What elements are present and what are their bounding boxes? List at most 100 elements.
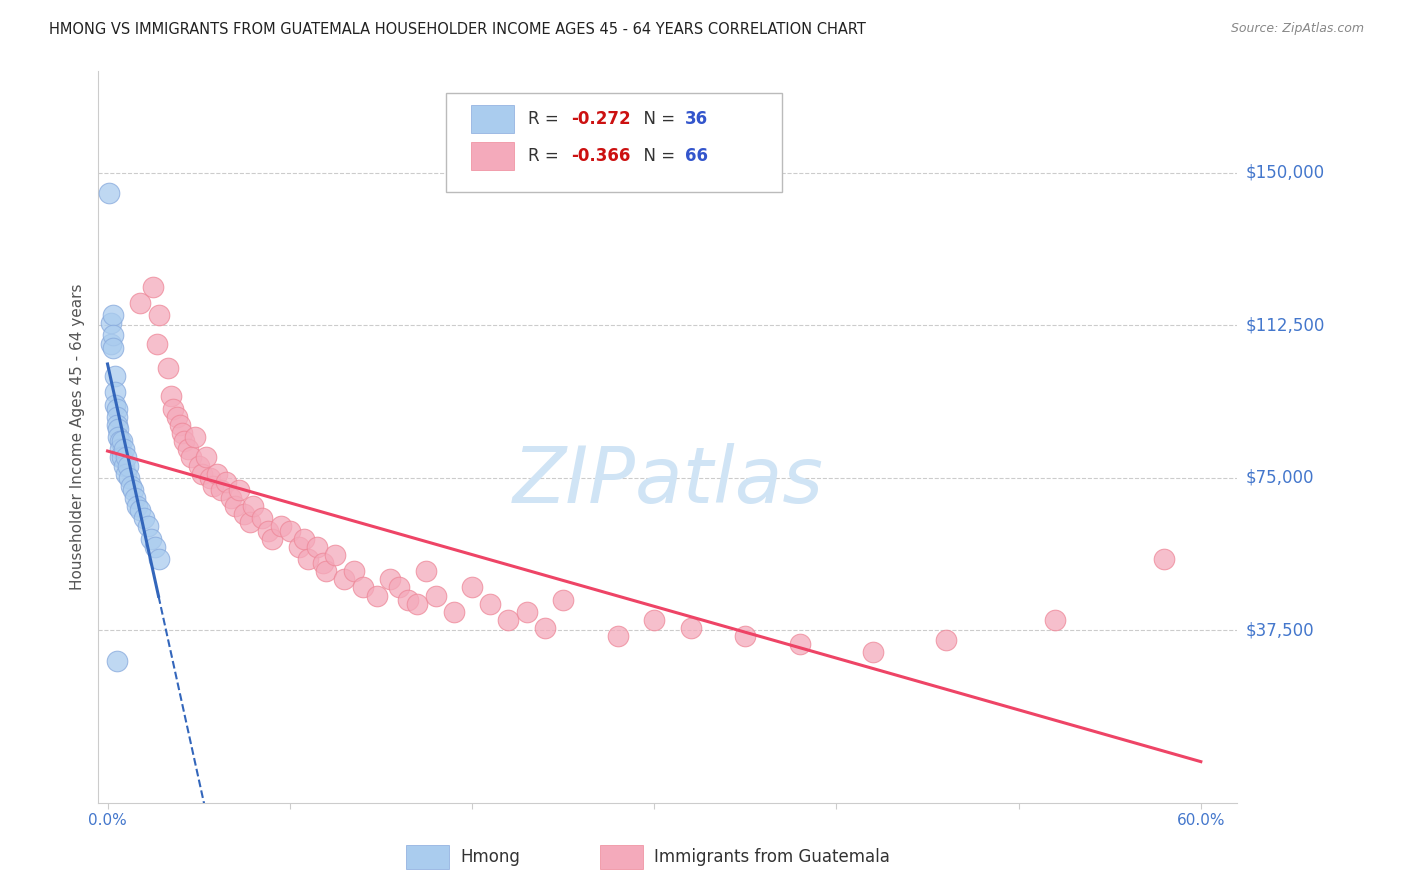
Text: -0.366: -0.366: [571, 146, 630, 165]
Y-axis label: Householder Income Ages 45 - 64 years: Householder Income Ages 45 - 64 years: [69, 284, 84, 591]
Point: [606, 629, 628, 643]
FancyBboxPatch shape: [599, 846, 643, 869]
Point: [479, 597, 502, 611]
FancyBboxPatch shape: [471, 142, 515, 169]
Point: [160, 389, 183, 403]
Point: [110, 434, 132, 449]
Point: [288, 540, 311, 554]
Point: [342, 564, 364, 578]
Point: [100, 336, 122, 351]
Point: [120, 479, 142, 493]
Point: [257, 524, 280, 538]
Point: [132, 511, 155, 525]
Point: [177, 442, 200, 457]
Text: Immigrants from Guatemala: Immigrants from Guatemala: [654, 848, 890, 866]
Text: 66: 66: [685, 146, 709, 165]
Point: [112, 442, 135, 457]
Text: N =: N =: [633, 146, 681, 165]
Point: [118, 471, 141, 485]
Point: [136, 519, 159, 533]
Point: [169, 417, 191, 432]
Point: [111, 434, 134, 449]
Point: [166, 409, 188, 424]
Point: [112, 458, 135, 473]
Point: [221, 491, 243, 505]
Text: ZIPatlas: ZIPatlas: [512, 443, 824, 519]
Point: [643, 613, 665, 627]
Point: [228, 483, 250, 497]
Point: [191, 467, 214, 481]
Text: Source: ZipAtlas.com: Source: ZipAtlas.com: [1230, 22, 1364, 36]
Point: [172, 425, 194, 440]
Point: [105, 401, 128, 416]
Point: [388, 581, 411, 595]
FancyBboxPatch shape: [446, 94, 782, 192]
Point: [292, 532, 315, 546]
Point: [789, 637, 811, 651]
Point: [278, 524, 301, 538]
Point: [260, 532, 283, 546]
Point: [148, 552, 170, 566]
Point: [110, 442, 132, 457]
Point: [156, 361, 179, 376]
Point: [142, 279, 165, 293]
Point: [242, 499, 264, 513]
Point: [141, 532, 163, 546]
Point: [396, 592, 419, 607]
Point: [184, 430, 207, 444]
Point: [270, 519, 292, 533]
Point: [101, 328, 124, 343]
Point: [105, 409, 128, 424]
Point: [104, 369, 127, 384]
Text: R =: R =: [527, 110, 564, 128]
Point: [1043, 613, 1066, 627]
Point: [110, 450, 132, 465]
Point: [145, 336, 167, 351]
Point: [104, 398, 127, 412]
Point: [239, 516, 262, 530]
Point: [129, 296, 152, 310]
Point: [105, 654, 128, 668]
Text: $112,500: $112,500: [1246, 317, 1324, 334]
Point: [415, 564, 437, 578]
Point: [323, 548, 346, 562]
Point: [122, 483, 145, 497]
Point: [1153, 552, 1175, 566]
Point: [124, 491, 146, 505]
Text: $150,000: $150,000: [1246, 164, 1324, 182]
Text: Hmong: Hmong: [461, 848, 520, 866]
Point: [114, 450, 136, 465]
Point: [297, 552, 319, 566]
Point: [461, 581, 484, 595]
Point: [224, 499, 246, 513]
Point: [101, 341, 124, 355]
Point: [114, 467, 136, 481]
Point: [148, 308, 170, 322]
Point: [205, 467, 228, 481]
Point: [352, 581, 374, 595]
Point: [104, 385, 127, 400]
Point: [215, 475, 238, 489]
Point: [117, 458, 139, 473]
Point: [209, 483, 232, 497]
Text: -0.272: -0.272: [571, 110, 631, 128]
Point: [101, 308, 124, 322]
Point: [143, 540, 166, 554]
Point: [734, 629, 756, 643]
Point: [100, 316, 122, 330]
Point: [498, 613, 520, 627]
Point: [187, 458, 209, 473]
Point: [107, 422, 129, 436]
Point: [307, 540, 329, 554]
Point: [252, 511, 274, 525]
Point: [425, 589, 447, 603]
Point: [406, 597, 429, 611]
Point: [198, 471, 221, 485]
Text: $75,000: $75,000: [1246, 468, 1315, 487]
Text: N =: N =: [633, 110, 681, 128]
Point: [366, 589, 388, 603]
Point: [125, 499, 148, 513]
Point: [129, 503, 152, 517]
Point: [551, 592, 574, 607]
Point: [862, 645, 884, 659]
